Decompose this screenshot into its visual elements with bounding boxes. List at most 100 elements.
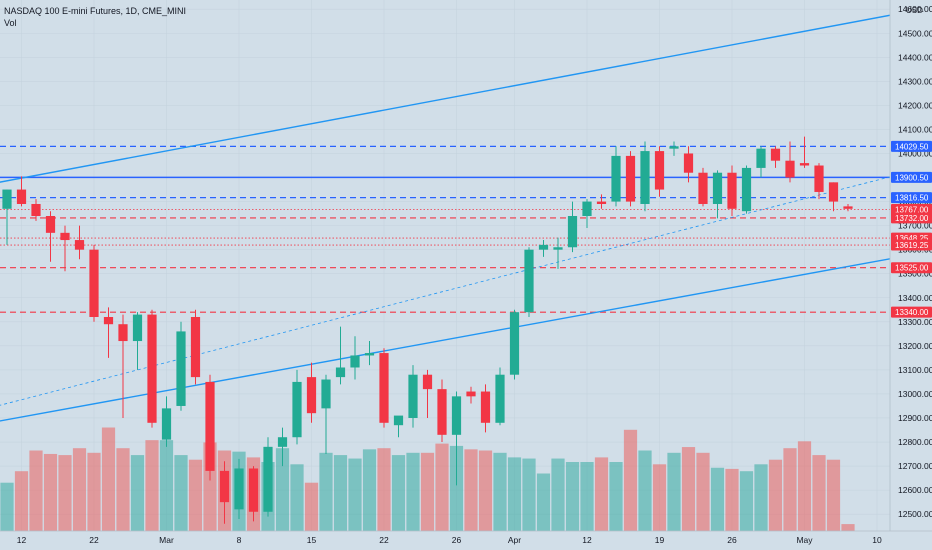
- price-tag-label: 13619.25: [895, 241, 929, 250]
- candle-body: [582, 201, 592, 217]
- price-tag-label: 14029.50: [895, 142, 929, 151]
- volume-bar: [783, 448, 797, 531]
- candle-body: [727, 172, 737, 209]
- volume-bar: [652, 464, 667, 531]
- volume-bar: [768, 459, 783, 531]
- candle-body: [118, 324, 128, 342]
- candle-body: [698, 172, 708, 204]
- candle-body: [437, 389, 447, 435]
- candle-body: [524, 249, 534, 313]
- y-tick-label: 12800.00: [898, 437, 932, 447]
- y-tick-label: 14100.00: [898, 124, 932, 134]
- volume-bar: [174, 455, 188, 531]
- candle-body: [422, 374, 433, 390]
- candle-body: [611, 155, 621, 202]
- candle-body: [567, 216, 578, 248]
- candle-body: [538, 244, 549, 250]
- y-tick-label: 13700.00: [898, 221, 932, 231]
- time-axis[interactable]: 12 22 Mar 8 15 22 26 Apr 12 19 26 May 10: [0, 530, 932, 550]
- volume-bar: [348, 458, 362, 531]
- candle-body: [480, 391, 491, 423]
- candle-body: [843, 206, 853, 209]
- candle-body: [248, 468, 259, 512]
- price-tag-bg: [891, 171, 932, 183]
- x-tick-label: 8: [237, 535, 242, 545]
- x-tick-label: 22: [379, 535, 389, 545]
- y-tick-label: 14300.00: [898, 76, 932, 86]
- volume-bar: [159, 440, 174, 531]
- candle-body: [654, 151, 665, 190]
- y-tick-label: 13500.00: [898, 269, 932, 279]
- price-tag-label: 13767.00: [895, 206, 929, 215]
- trend-line: [0, 172, 907, 406]
- volume-bar: [594, 457, 609, 531]
- candle-body: [495, 374, 505, 423]
- volume-bar: [493, 452, 507, 531]
- x-tick-label: 22: [89, 535, 99, 545]
- volume-bar: [72, 448, 87, 531]
- candle-body: [190, 316, 201, 378]
- price-axis-bg: [890, 0, 932, 550]
- candle-body: [364, 353, 375, 356]
- candle-body: [132, 314, 143, 342]
- volume-bar: [696, 452, 710, 531]
- y-tick-label: 12700.00: [898, 461, 932, 471]
- y-tick-label: 14400.00: [898, 52, 932, 62]
- candle-body: [147, 314, 157, 423]
- volume-bar: [319, 452, 333, 531]
- candle-body: [640, 151, 650, 204]
- volume-bar: [522, 458, 536, 531]
- candle-body: [103, 316, 114, 325]
- price-axis[interactable]: USD 12500.00 12600.00 12700.00 12800.00 12900…: [889, 0, 932, 550]
- candle-body: [292, 381, 302, 438]
- candle-body: [45, 216, 56, 233]
- volume-bar: [739, 471, 754, 531]
- volume-bar: [101, 427, 116, 531]
- y-tick-label: 12900.00: [898, 413, 932, 423]
- candle-body: [466, 391, 476, 397]
- price-tag-label: 13648.25: [895, 234, 929, 243]
- price-levels: [0, 145, 890, 313]
- volume-bar: [464, 449, 478, 531]
- candle-body: [625, 155, 636, 202]
- y-tick-label: 12500.00: [898, 509, 932, 519]
- x-tick-label: 12: [582, 535, 592, 545]
- volume-bar: [188, 459, 203, 531]
- volume-bar: [623, 429, 638, 531]
- volume-bar: [710, 467, 725, 531]
- volume-bar: [290, 464, 304, 531]
- currency-label: USD: [906, 6, 923, 15]
- volume-bars: [0, 427, 855, 531]
- volume-bar: [565, 462, 580, 531]
- candle-body: [451, 396, 462, 435]
- price-tag-label: 13816.50: [895, 194, 929, 203]
- candle-body: [379, 353, 389, 423]
- symbol-title[interactable]: NASDAQ 100 E-mini Futures, 1D, CME_MINI: [4, 6, 187, 16]
- candle-body: [335, 367, 346, 378]
- y-tick-label: 13300.00: [898, 317, 932, 327]
- candle-body: [596, 201, 607, 204]
- volume-bar: [116, 448, 130, 531]
- x-tick-label: 15: [307, 535, 317, 545]
- price-tag-bg: [891, 239, 932, 251]
- price-tag-bg: [891, 212, 932, 224]
- candle-body: [756, 148, 766, 168]
- volume-bar: [638, 450, 652, 531]
- candle-body: [393, 415, 404, 426]
- candle-body: [161, 408, 172, 440]
- y-tick-label: 13400.00: [898, 293, 932, 303]
- candle-body: [219, 470, 230, 503]
- volume-bar: [333, 455, 348, 531]
- y-tick-label: 14000.00: [898, 148, 932, 158]
- candle-body: [785, 160, 795, 178]
- candle-body: [669, 146, 679, 149]
- volume-indicator-label[interactable]: Vol: [4, 18, 17, 28]
- trend-line: [0, 6, 932, 183]
- candle-body: [306, 377, 317, 414]
- price-tag-bg: [891, 306, 932, 318]
- x-tick-label: Apr: [508, 535, 521, 545]
- volume-bar: [667, 452, 681, 531]
- volume-bar: [420, 452, 435, 531]
- y-tick-label: 13000.00: [898, 389, 932, 399]
